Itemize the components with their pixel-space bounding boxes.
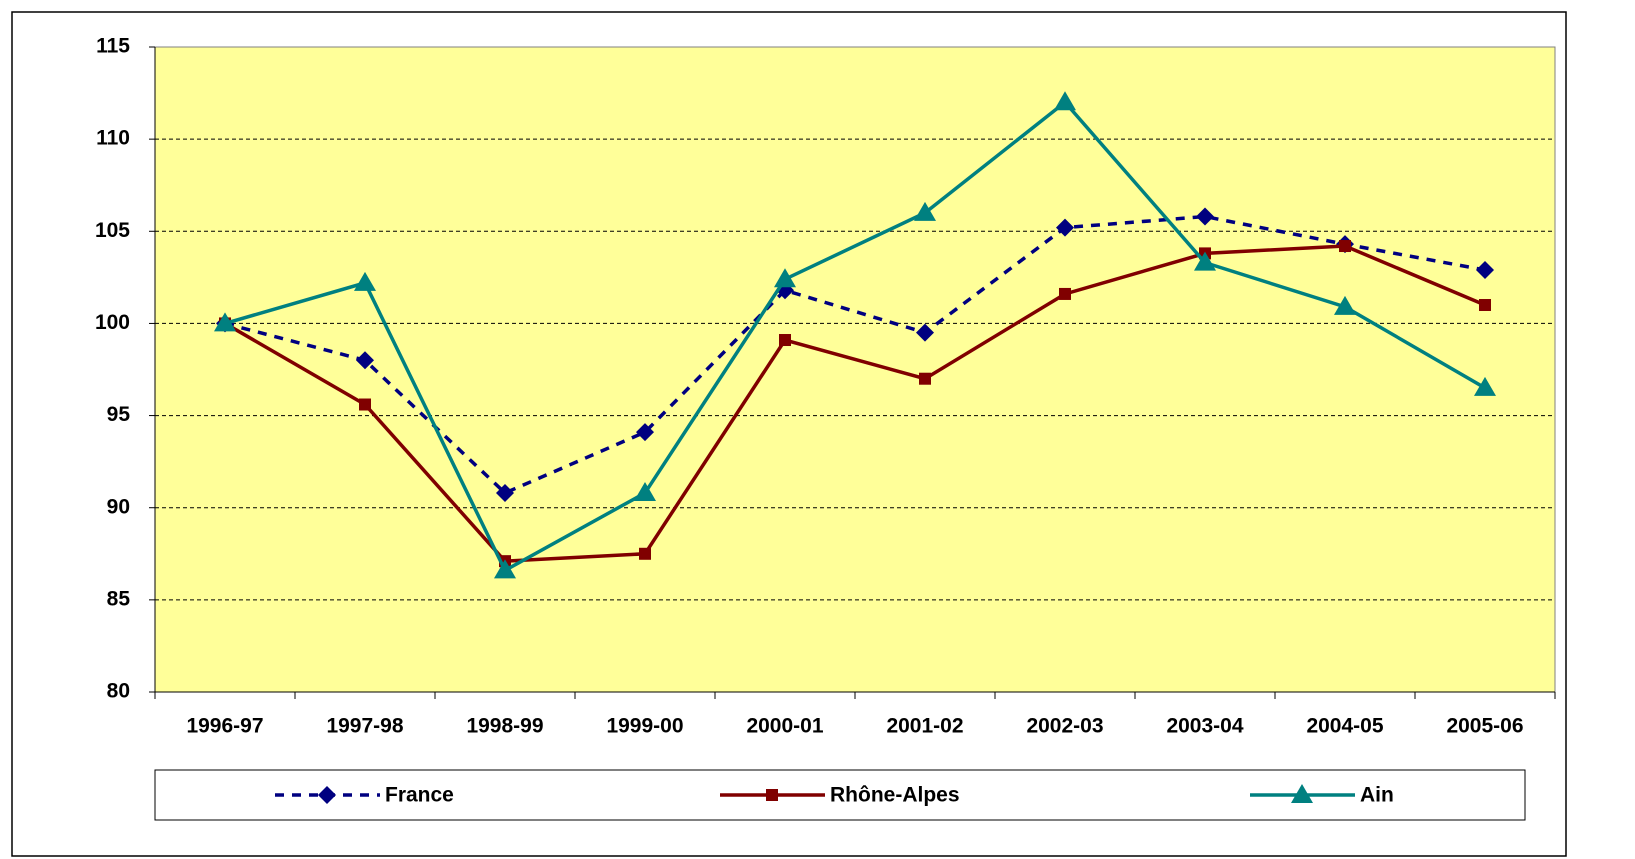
y-tick-label: 115 bbox=[96, 35, 130, 58]
data-point bbox=[634, 481, 656, 501]
x-tick-label: 2005-06 bbox=[1446, 715, 1523, 738]
y-tick-label: 90 bbox=[107, 495, 130, 518]
data-point bbox=[639, 547, 651, 560]
data-point bbox=[496, 483, 514, 502]
y-tick-label: 85 bbox=[107, 587, 131, 610]
legend-marker bbox=[318, 786, 336, 804]
y-tick-label: 105 bbox=[95, 219, 130, 242]
y-tick-label: 95 bbox=[107, 403, 131, 426]
data-point bbox=[359, 398, 371, 411]
data-point bbox=[1474, 376, 1496, 396]
series-line bbox=[224, 99, 1486, 573]
x-tick-label: 1998-99 bbox=[466, 715, 543, 738]
data-point bbox=[919, 372, 931, 385]
data-point bbox=[636, 423, 654, 442]
data-point bbox=[494, 559, 516, 579]
data-point bbox=[214, 312, 236, 332]
data-point bbox=[354, 271, 376, 291]
data-point bbox=[356, 351, 374, 370]
data-point bbox=[1196, 207, 1214, 226]
data-point bbox=[779, 334, 791, 347]
x-tick-label: 1997-98 bbox=[326, 715, 403, 738]
x-tick-label: 2001-02 bbox=[886, 715, 963, 738]
data-point bbox=[1056, 218, 1074, 237]
x-tick-label: 2003-04 bbox=[1166, 715, 1243, 738]
legend-label: France bbox=[385, 784, 454, 807]
data-point bbox=[774, 268, 796, 288]
x-tick-label: 1996-97 bbox=[186, 715, 263, 738]
plot-area bbox=[154, 46, 1556, 693]
x-tick-label: 2002-03 bbox=[1026, 715, 1103, 738]
data-point bbox=[1194, 251, 1216, 271]
data-point bbox=[1334, 295, 1356, 315]
y-tick-label: 80 bbox=[107, 680, 130, 703]
data-point bbox=[914, 201, 936, 221]
x-tick-label: 1999-00 bbox=[606, 715, 683, 738]
legend-marker bbox=[1291, 784, 1313, 803]
data-point bbox=[1059, 287, 1071, 300]
legend-label: Rhône-Alpes bbox=[830, 784, 960, 807]
x-tick-label: 2004-05 bbox=[1306, 715, 1383, 738]
data-point bbox=[1339, 240, 1351, 253]
data-point bbox=[916, 323, 934, 342]
x-tick-label: 2000-01 bbox=[746, 715, 823, 738]
y-tick-label: 100 bbox=[95, 311, 130, 334]
data-point bbox=[1054, 91, 1076, 111]
y-tick-label: 110 bbox=[96, 127, 130, 150]
series-line bbox=[224, 244, 1486, 563]
data-point bbox=[1476, 260, 1494, 279]
legend-label: Ain bbox=[1360, 784, 1394, 807]
legend-marker bbox=[766, 789, 778, 801]
data-point bbox=[1479, 299, 1491, 311]
